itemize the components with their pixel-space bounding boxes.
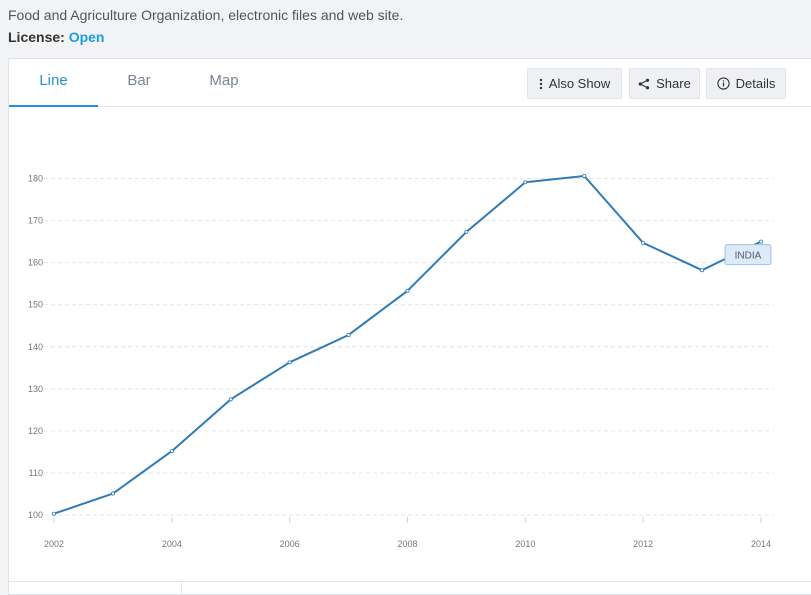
vertical-dots-icon <box>539 78 543 90</box>
data-point <box>700 268 705 273</box>
bottom-divider <box>181 582 182 594</box>
y-tick-label: 150 <box>28 300 43 310</box>
tab-bar[interactable]: Bar <box>127 72 151 89</box>
data-point <box>228 397 233 402</box>
license-value-link[interactable]: Open <box>68 29 105 45</box>
x-tick-label: 2004 <box>162 539 182 549</box>
data-point <box>759 239 764 244</box>
data-point <box>346 332 351 337</box>
share-button[interactable]: Share <box>629 68 700 99</box>
y-tick-label: 180 <box>28 174 43 184</box>
details-label: Details <box>735 76 776 91</box>
y-tick-label: 130 <box>28 384 43 394</box>
y-tick-label: 110 <box>29 468 43 478</box>
series-tag <box>724 244 772 266</box>
data-point <box>582 173 587 178</box>
y-tick-label: 140 <box>28 342 43 352</box>
data-point <box>169 449 174 454</box>
y-tick-label: 120 <box>28 426 43 436</box>
data-point <box>52 511 57 516</box>
y-tick-label: 170 <box>28 216 43 226</box>
line-chart: 100 110 120 130 140 150 160 170 180 2002 2004 2006 2… <box>28 173 773 549</box>
source-text: Food and Agriculture Organization, elect… <box>8 7 404 23</box>
data-point <box>287 360 292 365</box>
data-point <box>110 491 115 496</box>
data-point <box>464 229 469 234</box>
x-tick-label: 2010 <box>515 539 535 549</box>
details-button[interactable]: Details <box>706 68 786 99</box>
tab-line[interactable]: Line <box>9 59 98 107</box>
x-tick-label: 2012 <box>633 539 653 549</box>
chart-tabs-bar: Line Bar Map Also Show Share Details <box>9 59 811 107</box>
series-line <box>53 174 762 515</box>
info-circle-icon <box>716 77 730 90</box>
also-show-label: Also Show <box>548 76 611 91</box>
y-tick-label: 160 <box>28 258 43 268</box>
x-tick-label: 2006 <box>280 539 300 549</box>
x-tick-label: 2014 <box>751 539 771 549</box>
license-line: License: Open <box>8 29 104 45</box>
y-tick-label: 100 <box>28 510 43 520</box>
chart-card: Line Bar Map Also Show Share Details 100… <box>8 58 811 595</box>
series-tag-label: INDIA <box>735 251 762 262</box>
share-label: Share <box>656 76 691 91</box>
share-icon <box>638 78 650 90</box>
tab-map[interactable]: Map <box>209 72 239 89</box>
data-point <box>405 288 410 293</box>
data-point <box>641 240 646 245</box>
x-tick-label: 2002 <box>44 539 64 549</box>
data-point <box>523 180 528 185</box>
bottom-strip <box>9 581 811 594</box>
license-label: License: <box>8 29 65 45</box>
also-show-button[interactable]: Also Show <box>527 68 622 99</box>
x-tick-label: 2008 <box>397 539 417 549</box>
